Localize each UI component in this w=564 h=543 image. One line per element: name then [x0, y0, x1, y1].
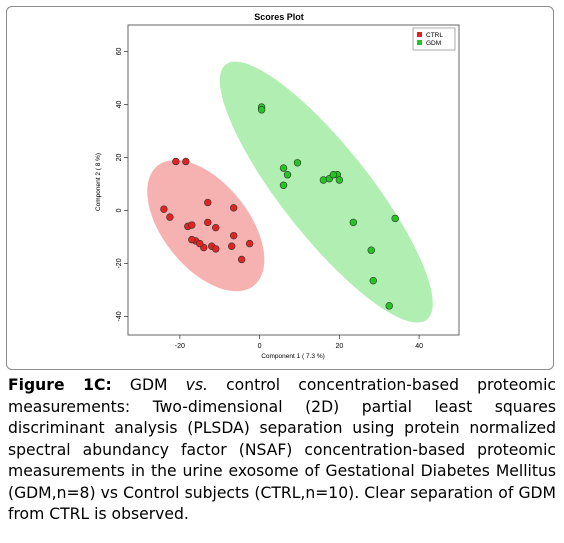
point-ctrl — [229, 204, 238, 212]
plot-area-frame — [127, 24, 460, 336]
caption-text-rest: control concentration-based proteomic me… — [8, 376, 556, 523]
x-tick-label: 20 — [335, 343, 343, 350]
scores-plot: Scores Plot -20 0 20 40 -40 -20 0 20 40 60 Compo… — [95, 12, 460, 360]
point-ctrl — [227, 242, 236, 250]
figure-caption: Figure 1C: GDM vs. control concentration… — [8, 375, 556, 526]
point-ctrl — [166, 213, 174, 221]
y-tick-label: 0 — [116, 208, 123, 212]
y-axis-label: Component 2 ( 8 %) — [95, 153, 102, 211]
point-gdm — [293, 159, 302, 167]
point-ctrl — [245, 239, 254, 248]
point-gdm — [385, 302, 393, 310]
confidence-ellipses — [147, 61, 433, 323]
y-axis: -40 -20 0 20 40 60 — [116, 48, 128, 322]
point-gdm — [367, 246, 375, 254]
caption-vs: vs. — [185, 376, 208, 394]
point-gdm — [335, 176, 344, 184]
x-axis: -20 0 20 40 — [175, 335, 423, 350]
point-gdm — [391, 214, 399, 223]
figure-panel: Scores Plot -20 0 20 40 -40 -20 0 20 40 60 Compo… — [6, 6, 554, 370]
point-ctrl — [212, 245, 220, 253]
x-tick-label: -20 — [175, 343, 185, 350]
caption-text-start: GDM — [129, 376, 168, 394]
ellipse-ctrl — [147, 160, 265, 292]
ellipse-gdm — [219, 61, 433, 323]
point-ctrl — [160, 205, 168, 213]
x-axis-label: Component 1 ( 7.3 %) — [261, 353, 325, 360]
point-gdm — [369, 276, 377, 285]
point-ctrl — [229, 231, 238, 240]
x-tick-label: 40 — [415, 343, 423, 350]
data-points — [160, 103, 399, 310]
y-tick-label: -20 — [116, 258, 123, 268]
caption-figure-label: Figure 1C: — [8, 376, 112, 394]
point-ctrl — [188, 235, 196, 244]
legend-swatch-gdm — [417, 40, 422, 45]
legend-label-gdm: GDM — [426, 40, 441, 47]
point-ctrl — [196, 239, 204, 248]
point-gdm — [349, 218, 358, 227]
y-tick-label: 40 — [116, 100, 123, 108]
point-gdm — [279, 164, 288, 172]
point-ctrl — [182, 157, 190, 166]
point-gdm — [329, 171, 338, 179]
y-tick-label: 60 — [116, 48, 123, 56]
point-gdm — [257, 106, 266, 114]
point-ctrl — [237, 255, 246, 264]
legend-swatch-ctrl — [417, 32, 422, 37]
legend-label-ctrl: CTRL — [426, 32, 443, 39]
point-ctrl — [204, 198, 212, 207]
point-gdm — [283, 171, 292, 179]
point-ctrl — [188, 221, 196, 229]
point-ctrl — [204, 218, 212, 227]
legend-box — [412, 27, 456, 51]
chart-title: Scores Plot — [254, 12, 304, 22]
point-gdm — [319, 176, 328, 184]
y-tick-label: -40 — [116, 311, 123, 321]
point-gdm — [279, 181, 288, 189]
point-ctrl — [172, 157, 180, 166]
point-ctrl — [212, 223, 220, 232]
y-tick-label: 20 — [116, 153, 123, 161]
x-tick-label: 0 — [258, 343, 262, 350]
